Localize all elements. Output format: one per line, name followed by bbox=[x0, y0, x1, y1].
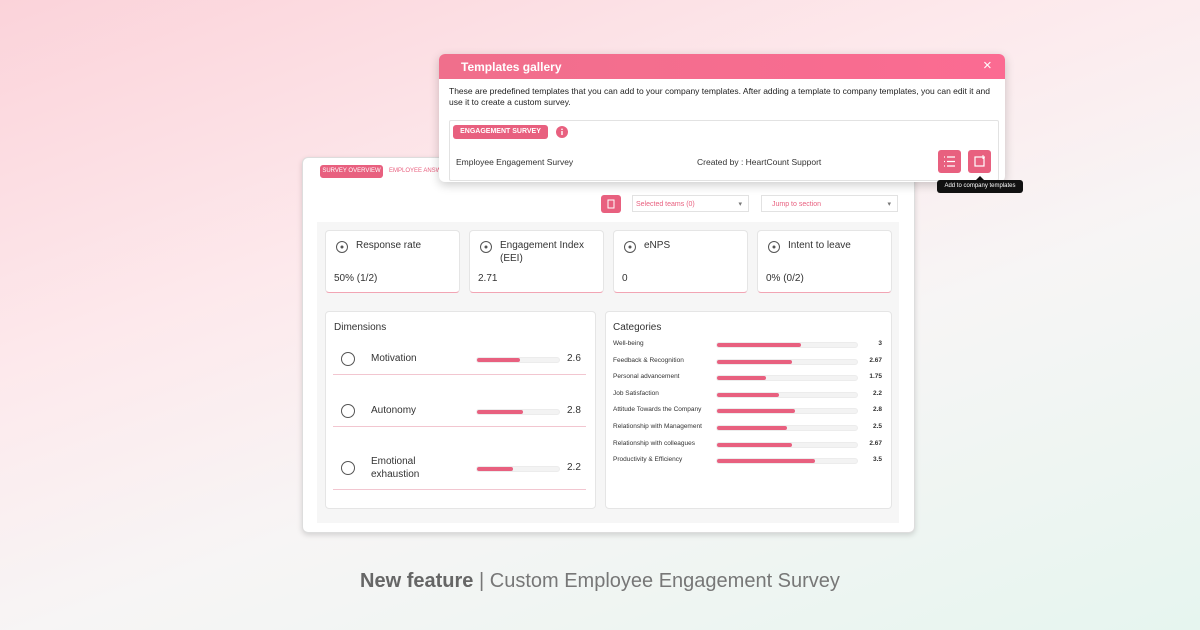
dimension-label: Emotional exhaustion bbox=[371, 456, 420, 480]
category-bar bbox=[717, 376, 766, 381]
dimension-bar bbox=[477, 410, 523, 414]
category-value: 2.5 bbox=[872, 423, 882, 430]
template-tag: ENGAGEMENT SURVEY bbox=[453, 125, 548, 139]
category-bar bbox=[717, 343, 801, 347]
kpi-icon bbox=[624, 241, 636, 253]
kpi-value: 2.71 bbox=[478, 273, 498, 284]
category-track bbox=[716, 441, 858, 448]
footer: New feature | Custom Employee Engagement… bbox=[0, 570, 1200, 593]
select-text: Jump to section bbox=[772, 201, 822, 208]
row-divider bbox=[333, 489, 586, 490]
category-label: Job Satisfaction bbox=[613, 389, 659, 397]
select-text: Selected teams (0) bbox=[636, 201, 695, 208]
kpi-card: eNPS 0 bbox=[613, 230, 748, 293]
modal-title: Templates gallery bbox=[461, 60, 562, 74]
footer-separator: | bbox=[478, 570, 485, 592]
card-title: Dimensions bbox=[334, 322, 387, 333]
category-value: 3.5 bbox=[872, 456, 882, 464]
card-title: Categories bbox=[613, 322, 662, 333]
kpi-value: 0% (0/2) bbox=[766, 273, 804, 284]
dimension-value: 2.8 bbox=[567, 405, 581, 416]
template-name: Employee Engagement Survey bbox=[456, 157, 574, 167]
category-bar bbox=[717, 392, 779, 397]
info-icon[interactable] bbox=[556, 126, 568, 138]
caret: ▾ bbox=[887, 201, 891, 208]
category-label: Productivity & Efficiency bbox=[613, 456, 683, 464]
kpi-label: Response rate bbox=[356, 240, 422, 251]
close-button[interactable]: × bbox=[983, 57, 992, 74]
category-value: 2.67 bbox=[869, 439, 882, 447]
category-label: Relationship with Management bbox=[613, 423, 702, 430]
category-value: 2.2 bbox=[872, 389, 882, 397]
kpi-icon bbox=[768, 241, 780, 253]
row-divider bbox=[333, 374, 586, 375]
category-track bbox=[716, 375, 858, 382]
dimension-label: Motivation bbox=[371, 353, 417, 364]
dimension-bar bbox=[477, 467, 514, 471]
category-label: Well-being bbox=[613, 340, 644, 347]
dimension-label: Autonomy bbox=[371, 405, 417, 416]
dimension-icon bbox=[341, 352, 355, 366]
dimension-track bbox=[476, 357, 560, 363]
category-track bbox=[716, 342, 858, 348]
category-value: 1.75 bbox=[869, 373, 882, 381]
category-bar bbox=[717, 442, 792, 447]
footer-text: Custom Employee Engagement Survey bbox=[489, 570, 840, 592]
dimension-icon bbox=[341, 404, 355, 418]
icon bbox=[944, 156, 955, 167]
caret: ▾ bbox=[738, 201, 742, 208]
template-box: ENGAGEMENT SURVEY Employee Engagement Su… bbox=[449, 120, 999, 181]
category-value: 2.8 bbox=[872, 406, 882, 414]
dimension-icon bbox=[341, 461, 355, 475]
dimension-value: 2.6 bbox=[567, 353, 581, 364]
kpi-card: Response rate 50% (1/2) bbox=[325, 230, 460, 293]
category-value: 2.67 bbox=[869, 356, 882, 364]
add-button[interactable] bbox=[968, 150, 991, 173]
category-track bbox=[716, 425, 858, 431]
tooltip-arrow bbox=[976, 176, 984, 180]
kpi-value: 0 bbox=[622, 273, 628, 284]
category-bar bbox=[717, 426, 787, 430]
dimension-track bbox=[476, 409, 560, 415]
kpi-icon bbox=[480, 241, 492, 253]
kpi-label: eNPS bbox=[644, 240, 671, 251]
category-label: Personal advancement bbox=[613, 373, 680, 381]
modal-description: These are predefined templates that you … bbox=[449, 86, 991, 107]
kpi-value: 50% (1/2) bbox=[334, 273, 378, 284]
kpi-icon bbox=[336, 241, 348, 253]
kpi-card: Engagement Index (EEI) 2.71 bbox=[469, 230, 604, 293]
category-label: Relationship with colleagues bbox=[613, 439, 696, 447]
category-label: Feedback & Recognition bbox=[613, 356, 684, 364]
category-track bbox=[716, 391, 858, 398]
dimension-bar bbox=[477, 358, 520, 362]
category-track bbox=[716, 408, 858, 415]
kpi-label: Intent to leave bbox=[788, 240, 851, 251]
export-button[interactable] bbox=[601, 195, 621, 213]
category-bar bbox=[717, 359, 792, 364]
category-track bbox=[716, 458, 858, 465]
icon bbox=[607, 199, 615, 209]
kpi-label: Engagement Index (EEI) bbox=[500, 240, 584, 264]
preview-button[interactable] bbox=[938, 150, 961, 173]
teams-select[interactable]: Selected teams (0) ▾ bbox=[632, 195, 749, 212]
category-label: Attitude Towards the Company bbox=[613, 406, 702, 414]
icon bbox=[974, 155, 985, 167]
templates-modal: Templates gallery × These are predefined… bbox=[439, 54, 1005, 182]
jump-select[interactable]: Jump to section ▾ bbox=[761, 195, 898, 212]
category-track bbox=[716, 358, 858, 365]
row-divider bbox=[333, 426, 586, 427]
dimension-value: 2.2 bbox=[567, 462, 581, 473]
tab[interactable]: EMPLOYEE ANSW bbox=[389, 168, 442, 174]
tooltip: Add to company templates bbox=[937, 180, 1023, 193]
kpi-card: Intent to leave 0% (0/2) bbox=[757, 230, 892, 293]
modal-header: Templates gallery × bbox=[439, 54, 1005, 79]
dimension-track bbox=[476, 466, 560, 472]
tab-active[interactable]: SURVEY OVERVIEW bbox=[320, 165, 383, 178]
footer-bold: New feature bbox=[360, 570, 474, 592]
category-bar bbox=[717, 409, 796, 414]
category-value: 3 bbox=[878, 340, 882, 347]
category-bar bbox=[717, 459, 815, 464]
template-author: Created by : HeartCount Support bbox=[697, 157, 822, 167]
